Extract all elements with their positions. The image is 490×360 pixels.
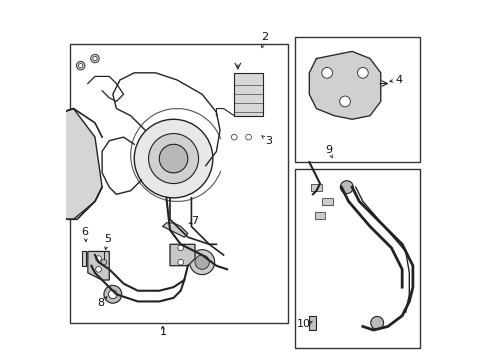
Circle shape [178, 259, 184, 265]
Circle shape [78, 64, 83, 68]
Circle shape [101, 259, 107, 265]
Polygon shape [82, 251, 86, 266]
Circle shape [340, 96, 350, 107]
Circle shape [91, 54, 99, 63]
Polygon shape [88, 251, 109, 280]
Text: 5: 5 [104, 234, 111, 244]
Polygon shape [170, 244, 195, 266]
Text: 4: 4 [395, 75, 402, 85]
Circle shape [134, 119, 213, 198]
Circle shape [96, 256, 101, 261]
Polygon shape [309, 316, 317, 330]
Circle shape [371, 316, 384, 329]
Circle shape [322, 67, 333, 78]
Bar [311, 184, 322, 191]
Bar [295, 169, 420, 348]
Text: 10: 10 [297, 319, 311, 329]
Circle shape [190, 249, 215, 275]
Circle shape [245, 134, 251, 140]
Polygon shape [309, 51, 381, 119]
Bar [315, 212, 325, 219]
Circle shape [358, 67, 368, 78]
Circle shape [109, 290, 117, 298]
Polygon shape [163, 223, 188, 237]
Circle shape [93, 57, 97, 61]
Text: 8: 8 [97, 298, 104, 308]
Bar [234, 73, 263, 116]
Text: 9: 9 [325, 145, 333, 155]
Text: 7: 7 [192, 216, 198, 226]
Text: 6: 6 [81, 227, 89, 237]
Polygon shape [41, 109, 102, 219]
Circle shape [148, 134, 198, 184]
Text: 2: 2 [261, 32, 268, 42]
Circle shape [104, 285, 122, 303]
Circle shape [178, 245, 184, 251]
Bar [322, 198, 333, 205]
Circle shape [195, 255, 209, 269]
Circle shape [96, 266, 101, 272]
Text: 3: 3 [265, 136, 272, 146]
Circle shape [76, 62, 85, 70]
Circle shape [341, 181, 353, 194]
Bar [295, 37, 420, 162]
Circle shape [159, 144, 188, 173]
Bar [70, 44, 288, 323]
Text: 1: 1 [159, 327, 166, 337]
Circle shape [231, 134, 237, 140]
